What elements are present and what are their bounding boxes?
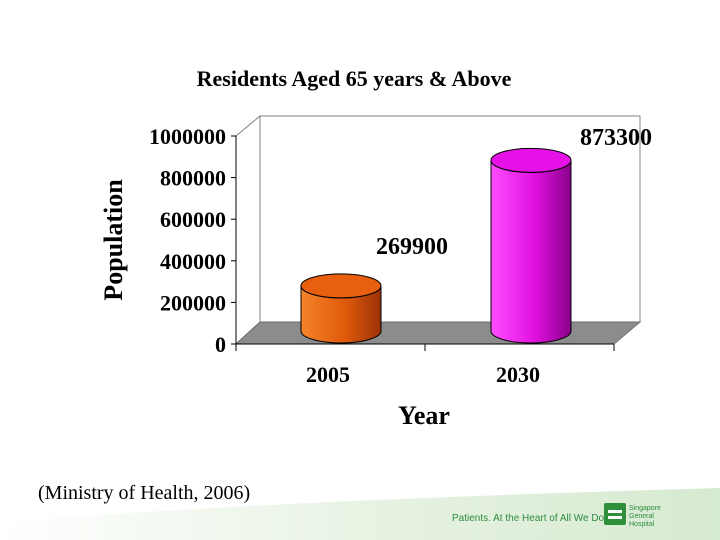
- x-tick-label: 2005: [306, 362, 350, 387]
- bar-body: [490, 160, 572, 344]
- data-label-2030: 873300: [580, 125, 652, 151]
- y-tick-label: 400000: [160, 249, 226, 274]
- y-tick-label: 200000: [160, 290, 226, 315]
- footer-band: [0, 488, 720, 540]
- plot-floor: [234, 321, 642, 345]
- y-tick-label: 600000: [160, 207, 226, 232]
- y-axis-label: Population: [99, 179, 128, 301]
- x-axis-label: Year: [398, 401, 450, 430]
- bar-series: [300, 147, 572, 344]
- data-labels: 269900 873300: [376, 125, 652, 260]
- data-label-2005: 269900: [376, 234, 448, 260]
- hospital-logo-icon: [604, 503, 626, 525]
- y-axis-ticks: 0 200000 400000 600000 800000 1000000: [149, 124, 236, 357]
- y-tick-label: 0: [215, 332, 226, 357]
- x-axis-ticks: 2005 2030: [235, 344, 615, 387]
- chart-title: Residents Aged 65 years & Above: [197, 66, 512, 91]
- bar-top: [490, 147, 572, 173]
- y-tick-label: 800000: [160, 166, 226, 191]
- bar-2005: [300, 273, 382, 344]
- source-citation: (Ministry of Health, 2006): [38, 482, 251, 504]
- footer-tagline: Patients. At the Heart of All We Do.: [452, 513, 607, 524]
- plot-side-wall: [235, 114, 261, 346]
- x-tick-label: 2030: [496, 362, 540, 387]
- bar-2030: [490, 147, 572, 344]
- bar-top: [300, 273, 382, 299]
- y-tick-label: 1000000: [149, 124, 226, 149]
- hospital-logo-text: Singapore General Hospital: [629, 505, 661, 528]
